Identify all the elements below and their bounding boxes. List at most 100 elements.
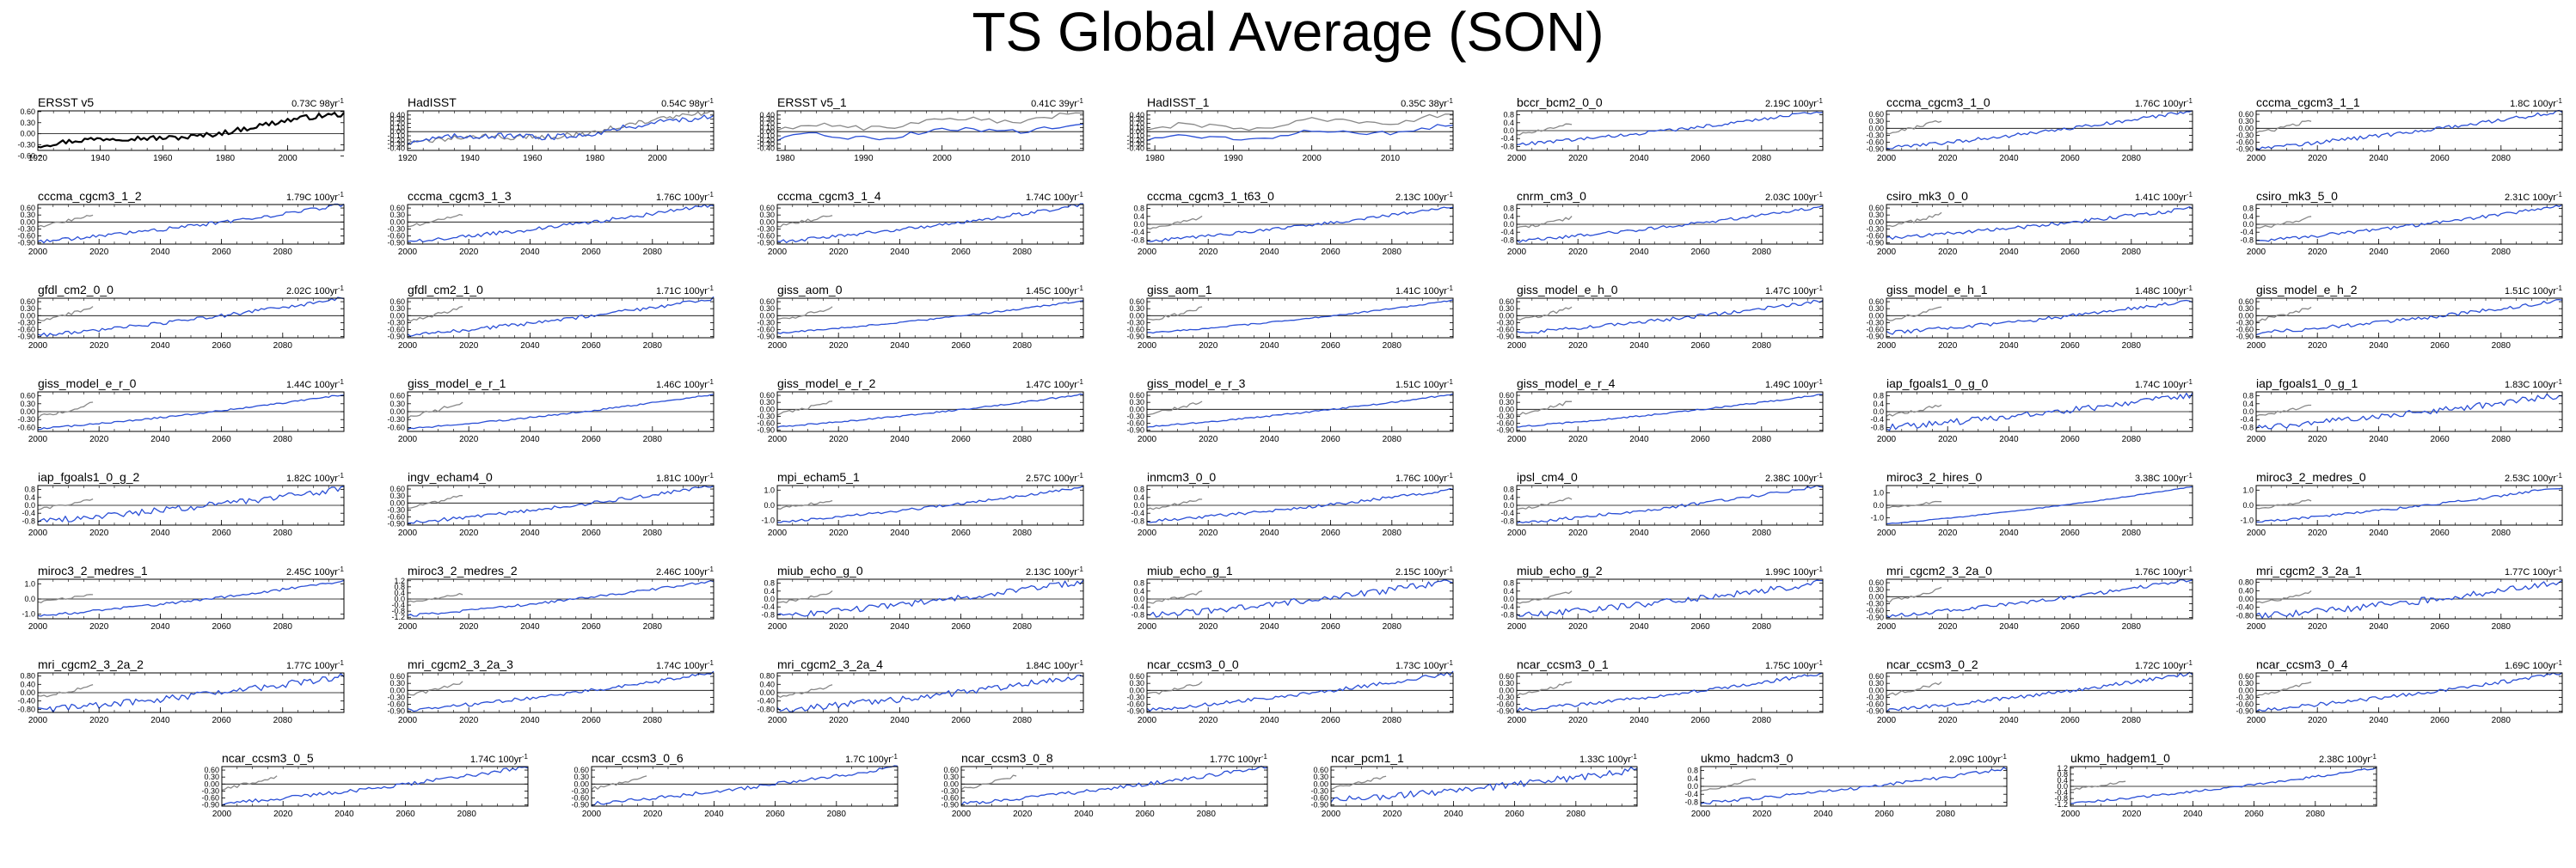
y-tick-label: -0.60 [201,794,219,803]
chart-panel: giss_model_e_r_1 1.46C 100yr-1 2000 2020 204… [387,376,714,444]
x-tick-label: 2060 [212,248,231,257]
y-tick-label: -0.90 [1866,239,1884,248]
x-tick-label: 2040 [1260,248,1279,257]
x-tick-label: 2000 [1138,435,1157,444]
x-tick-label: 2010 [1011,154,1031,163]
y-tick-label: 0.8 [764,579,775,588]
x-tick-label: 2080 [1383,341,1402,351]
y-tick-label: 0.00 [573,779,589,788]
x-tick-label: 2040 [1629,529,1649,538]
x-tick-label: 2040 [520,435,540,444]
x-tick-label: 2020 [2308,716,2328,725]
y-tick-label: 0.60 [389,485,405,493]
x-tick-label: 2040 [520,529,540,538]
y-tick-label: -0.30 [757,412,775,420]
panel-title: ukmo_hadgem1_0 [2070,751,2170,765]
x-tick-label: 2040 [1260,622,1279,632]
x-tick-label: 2060 [1690,529,1710,538]
series-line-model [776,203,1083,243]
y-tick-label: 1.0 [764,486,775,494]
trend-label: 1.7C 100yr-1 [845,753,898,765]
x-tick-label: 2040 [150,435,170,444]
series-line-model [776,393,1084,428]
x-tick-label: 2080 [273,716,293,725]
y-tick-label: -0.60 [1496,326,1514,334]
y-tick-label: -0.90 [387,520,405,529]
y-tick-label: -0.8 [2240,235,2254,244]
panel-title: csiro_mk3_0_0 [1886,189,1968,203]
panel-title: ncar_ccsm3_0_0 [1147,657,1239,671]
series-line-overlay [960,774,1017,791]
x-tick-label: 2040 [1999,248,2019,257]
x-tick-label: 2020 [459,248,479,257]
x-tick-label: 2020 [1199,248,1218,257]
x-tick-label: 2060 [1321,622,1340,632]
x-tick-label: 2080 [643,248,663,257]
x-tick-label: 2040 [704,810,724,819]
y-tick-label: -0.8 [21,517,35,525]
series-line-model [776,300,1084,334]
y-tick-label: 0.60 [2238,672,2254,681]
x-tick-label: 2060 [1321,341,1340,351]
x-tick-label: 1960 [153,154,173,163]
y-tick-label: 0.80 [20,672,35,681]
panel-title: ncar_ccsm3_0_5 [222,751,314,765]
panel-title: gfdl_cm2_1_0 [408,283,483,296]
y-tick-label: 0.00 [204,779,219,788]
panel-title: mpi_echam5_1 [777,470,860,484]
x-tick-label: 2020 [1568,622,1588,632]
x-tick-label: 2060 [951,435,971,444]
trend-label: 2.13C 100yr-1 [1026,565,1084,578]
x-tick-label: 2020 [2308,529,2328,538]
series-line-model [37,296,345,338]
y-tick-label: 0.20 [759,119,775,128]
y-tick-label: 0.00 [389,127,405,136]
x-tick-label: 2000 [1507,716,1527,725]
y-tick-label: -0.30 [1866,599,1884,608]
y-tick-label: -0.90 [387,239,405,248]
trend-label: 1.41C 100yr-1 [2135,191,2193,203]
y-tick-label: 0.60 [20,204,35,212]
series-line-overlay [1516,216,1573,229]
panel-title: ncar_ccsm3_0_2 [1886,657,1978,671]
y-tick-label: 0.0 [1503,501,1514,510]
series-line-model [776,485,1084,523]
x-tick-label: 2040 [2369,435,2389,444]
y-tick-label: 0.0 [764,595,775,603]
series-line-overlay [2255,681,2312,697]
x-tick-label: 2080 [1936,810,1956,819]
x-tick-label: 2000 [768,529,788,538]
x-tick-label: 2080 [2122,716,2142,725]
x-tick-label: 2000 [768,622,788,632]
y-tick-label: 0.00 [2238,686,2254,694]
trend-label: 1.76C 100yr-1 [2135,97,2193,109]
y-tick-label: -0.80 [17,705,35,713]
y-tick-label: -0.60 [17,232,35,241]
y-tick-label: -0.30 [2236,693,2254,701]
y-tick-label: -0.90 [17,333,35,341]
x-tick-label: 2060 [212,529,231,538]
trend-label: 1.84C 100yr-1 [1026,659,1084,671]
x-tick-label: 2060 [1690,154,1710,163]
panel-title: HadISST_1 [1147,95,1210,109]
series-line-overlay [776,400,833,416]
y-tick-label: -0.60 [387,513,405,522]
x-tick-label: 2040 [150,716,170,725]
chart-panel: cccma_cgcm3_1_3 1.76C 100yr-1 2000 2020 2040… [387,189,714,257]
series-line-model [407,114,715,145]
y-tick-label: 0.80 [759,672,775,681]
y-tick-label: 0.8 [1503,111,1514,119]
x-tick-label: 2060 [2430,154,2450,163]
x-tick-label: 2060 [951,716,971,725]
series-line-model [1146,487,1454,523]
x-tick-label: 1940 [461,154,481,163]
y-tick-label: 0.00 [1868,217,1884,226]
chart-panel: HadISST_1 0.35C 38yr-1 1980 1990 2000 2010 0.4… [1126,95,1453,163]
panel-title: ncar_ccsm3_0_1 [1517,657,1609,671]
x-tick-label: 2080 [1013,716,1033,725]
x-tick-label: 2020 [1199,529,1218,538]
series-line-overlay [1146,400,1203,416]
chart-panel: giss_model_e_r_3 1.51C 100yr-1 2000 2020 204… [1126,376,1453,444]
y-tick-label: 0.8 [1687,767,1698,775]
series-line-overlay [1146,306,1203,321]
